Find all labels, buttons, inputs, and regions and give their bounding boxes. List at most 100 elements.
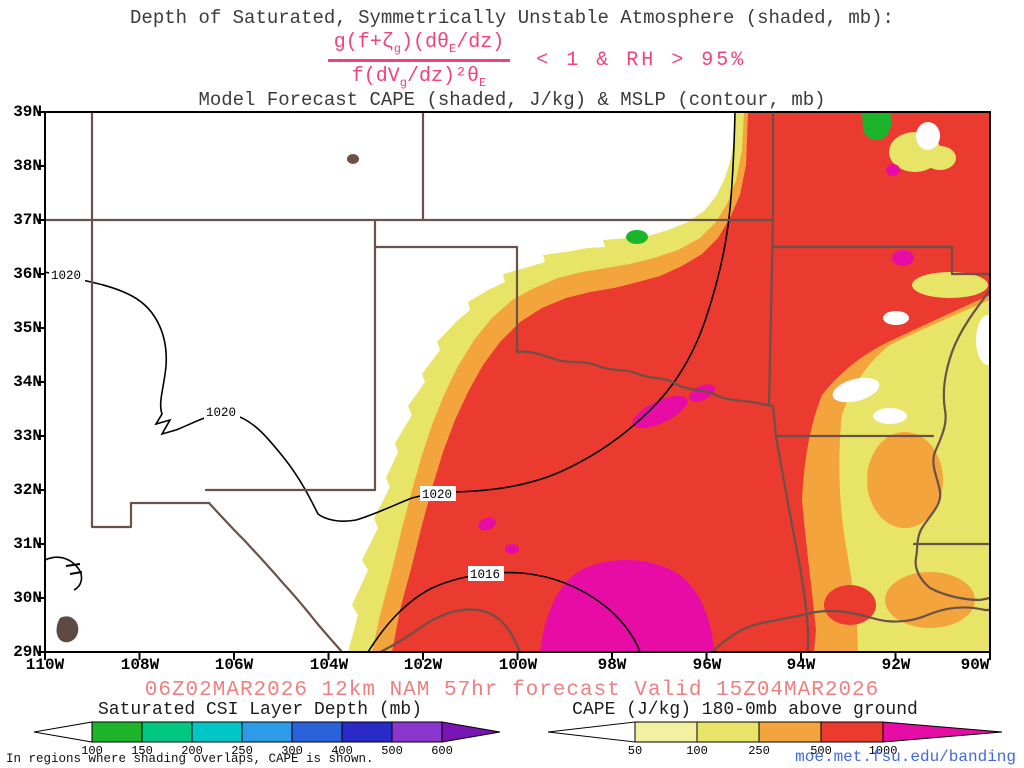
lon-label: 102W [403, 656, 443, 674]
lon-label: 110W [25, 656, 65, 674]
contour-label-bg [468, 566, 504, 581]
lat-label: 38N [13, 157, 42, 175]
lat-label: 39N [13, 103, 42, 121]
state-borders [45, 112, 990, 652]
lat-label: 32N [13, 481, 42, 499]
lon-label: 96W [692, 656, 722, 674]
colorbars [33, 721, 1003, 743]
csi-colorbar-segment [191, 721, 243, 743]
mslp-contours [45, 112, 736, 652]
cape-shade-magenta [478, 164, 914, 652]
contour-label-bg [204, 404, 240, 419]
cape-tick-label: 500 [810, 744, 832, 758]
csi-tick-label: 200 [181, 744, 203, 758]
contour-label: 1020 [51, 269, 81, 283]
lon-label: 94W [786, 656, 816, 674]
contour-label: 1020 [206, 406, 236, 420]
red-river-border [515, 350, 775, 408]
axis-ticks [37, 111, 991, 660]
contour-label: 1020 [422, 488, 452, 502]
csi-colorbar-left-tip [33, 721, 93, 743]
mexico-terrain-dashes [65, 563, 83, 575]
lon-ticks [44, 652, 991, 660]
cape-tick-label: 50 [627, 744, 643, 758]
cape-tick-label: 100 [686, 744, 708, 758]
mexico-terrain-line [45, 556, 83, 591]
contour-1016 [367, 571, 641, 652]
cape-colorbar-segment [634, 721, 698, 743]
cape-tick-label: 1000 [868, 744, 898, 758]
border-ok-ar [767, 218, 775, 408]
cape-colorbar-segment [820, 721, 884, 743]
border-ok-panhandle [373, 245, 519, 354]
mississippi-river [914, 288, 990, 602]
cape-colorbar [547, 721, 1003, 743]
cape-legend-title: CAPE (J/kg) 180-0mb above ground [572, 700, 918, 720]
overlap-note: In regions where shading overlaps, CAPE … [6, 752, 374, 766]
gulf-coastline [710, 606, 990, 652]
csi-colorbar [33, 721, 501, 743]
csi-shade-green [626, 112, 892, 244]
csi-colorbar-segment [341, 721, 393, 743]
cape-tick-label: 250 [748, 744, 770, 758]
lon-label: 92W [881, 656, 911, 674]
lon-label: 98W [597, 656, 627, 674]
formula-den-text2: /dz)²θ [406, 65, 479, 88]
cape-colorbar-segment [696, 721, 760, 743]
lon-label: 106W [214, 656, 254, 674]
lat-label: 34N [13, 373, 42, 391]
website-link[interactable]: moe.met.fsu.edu/banding [795, 748, 1016, 766]
csi-tick-label: 300 [281, 744, 303, 758]
contour-labels: 1020 1020 1020 1016 [49, 267, 504, 582]
csi-colorbar-segment [141, 721, 193, 743]
lat-label: 29N [13, 643, 42, 661]
formula-den-sub-g: g [399, 76, 407, 90]
csi-colorbar-segment [391, 721, 443, 743]
shade-white-holes [832, 122, 990, 424]
contour-1020 [45, 112, 736, 522]
rio-grande-bigbend [378, 608, 522, 652]
csi-colorbar-segment [241, 721, 293, 743]
csi-tick-label: 150 [131, 744, 153, 758]
border-mo-ar-bootheel [771, 245, 990, 276]
csi-tick-label: 250 [231, 744, 253, 758]
rio-grande-upper [207, 501, 344, 652]
mexico-terrain-blob [56, 616, 79, 643]
csi-legend-title: Saturated CSI Layer Depth (mb) [97, 700, 423, 720]
lat-label: 37N [13, 211, 42, 229]
lat-label: 31N [13, 535, 42, 553]
contour-label-bg [420, 486, 456, 501]
formula-num-sub-g: g [393, 42, 401, 56]
lat-label: 30N [13, 589, 42, 607]
csi-tick-label: 600 [431, 744, 453, 758]
lon-label: 90W [960, 656, 990, 674]
csi-colorbar-segment [91, 721, 143, 743]
csi-colorbar-segment [291, 721, 343, 743]
csi-colorbar-right-tip [441, 721, 501, 743]
lat-ticks [37, 111, 45, 653]
border-nm-tx [204, 218, 377, 492]
csi-tick-label: 400 [331, 744, 353, 758]
formula-denominator: f(dVg/dz)²θE [328, 62, 510, 90]
border-tx-la-sabine [771, 404, 810, 652]
title-line-1: Depth of Saturated, Symmetrically Unstab… [130, 7, 894, 29]
formula-numerator: g(f+ζg)(dθE/dz) [327, 31, 511, 62]
formula-num-sub-e: E [448, 42, 457, 56]
contour-label-bg [49, 267, 85, 282]
formula-den-sub-e: E [478, 76, 487, 90]
cape-colorbar-left-tip [547, 721, 636, 743]
contour-label: 1016 [470, 568, 500, 582]
cape-colorbar-segment [758, 721, 822, 743]
lon-label: 108W [120, 656, 160, 674]
csi-tick-label: 100 [81, 744, 103, 758]
terrain-spot [347, 154, 359, 164]
cape-colorbar-right-tip [882, 721, 1003, 743]
lat-label: 36N [13, 265, 42, 283]
lat-label: 33N [13, 427, 42, 445]
title-line-2: Model Forecast CAPE (shaded, J/kg) & MSL… [198, 89, 826, 111]
lon-label: 104W [309, 656, 349, 674]
lat-label: 35N [13, 319, 42, 337]
formula-condition: < 1 & RH > 95% [536, 49, 747, 72]
